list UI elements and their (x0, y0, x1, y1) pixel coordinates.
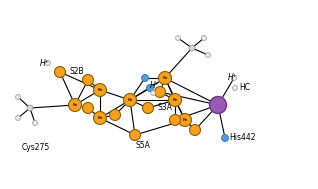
Circle shape (232, 75, 237, 81)
Circle shape (93, 112, 107, 125)
Circle shape (232, 85, 238, 91)
Circle shape (158, 71, 171, 84)
Circle shape (54, 67, 66, 77)
Text: HC: HC (239, 84, 250, 92)
Text: S5A: S5A (135, 140, 150, 149)
Circle shape (123, 94, 136, 106)
Circle shape (68, 98, 81, 112)
Circle shape (210, 97, 226, 114)
Circle shape (150, 91, 156, 95)
Circle shape (169, 94, 182, 106)
Text: Fe: Fe (97, 116, 103, 120)
Text: H⁺: H⁺ (228, 74, 238, 83)
Circle shape (222, 135, 229, 142)
Text: Fe: Fe (182, 118, 188, 122)
Text: S2B: S2B (70, 67, 85, 77)
Text: Fe: Fe (127, 98, 133, 102)
Circle shape (142, 74, 149, 81)
Circle shape (16, 115, 20, 121)
Text: H⁺: H⁺ (150, 81, 160, 90)
Circle shape (189, 45, 195, 51)
Circle shape (109, 109, 121, 121)
Circle shape (16, 94, 20, 99)
Text: Fe: Fe (172, 98, 178, 102)
Circle shape (93, 84, 107, 97)
Circle shape (82, 74, 93, 85)
Circle shape (129, 129, 141, 140)
Text: Fe: Fe (72, 103, 78, 107)
Text: Fe: Fe (97, 88, 103, 92)
Text: His442: His442 (229, 133, 255, 143)
Text: S3A: S3A (158, 104, 173, 112)
Circle shape (169, 115, 181, 125)
Circle shape (45, 60, 51, 66)
Circle shape (82, 102, 93, 114)
Text: Fe: Fe (162, 76, 168, 80)
Circle shape (147, 84, 154, 91)
Circle shape (142, 102, 154, 114)
Circle shape (178, 114, 191, 126)
Text: Cys275: Cys275 (22, 143, 50, 153)
Circle shape (176, 36, 181, 40)
Text: H⁺: H⁺ (40, 59, 50, 67)
Circle shape (32, 121, 38, 125)
Circle shape (190, 125, 201, 136)
Circle shape (205, 53, 211, 57)
Circle shape (27, 105, 33, 111)
Circle shape (202, 36, 206, 40)
Circle shape (155, 87, 165, 98)
